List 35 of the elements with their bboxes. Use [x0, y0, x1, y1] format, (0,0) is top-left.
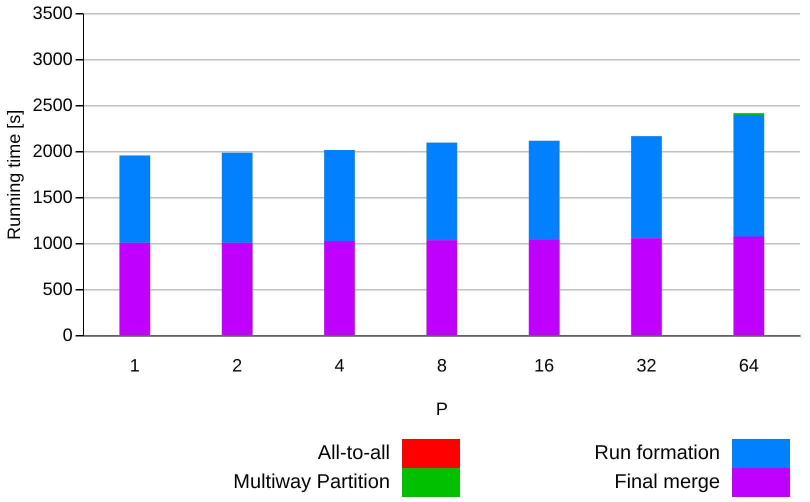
x-tick-label: 16: [534, 356, 554, 376]
bar: [119, 242, 150, 336]
bar: [733, 236, 764, 336]
x-tick-label: 32: [636, 356, 657, 376]
legend-label: Run formation: [594, 442, 720, 465]
y-tick-label: 2500: [32, 94, 73, 115]
bar: [733, 115, 764, 236]
y-tick-label: 500: [42, 278, 73, 299]
y-tick-label: 0: [62, 324, 73, 345]
legend-label: Multiway Partition: [233, 471, 390, 494]
x-tick-label: 8: [436, 356, 447, 376]
bar: [528, 140, 560, 240]
bar: [426, 142, 458, 240]
y-axis-title: Running time [s]: [4, 110, 24, 240]
x-tick-label: 4: [334, 356, 344, 376]
bar: [426, 240, 458, 336]
x-tick-label: 1: [130, 356, 140, 376]
y-tick-label: 2000: [32, 140, 73, 161]
bar: [528, 239, 560, 336]
bar: [222, 152, 252, 243]
bar: [119, 155, 150, 243]
x-tick-label: 64: [738, 356, 759, 376]
bar: [324, 150, 355, 242]
bar: [631, 136, 662, 238]
y-tick-label: 1000: [32, 232, 73, 253]
y-tick-label: 3500: [32, 2, 73, 23]
x-axis-title: P: [436, 399, 448, 420]
y-tick-label: 3000: [32, 48, 73, 69]
x-tick-label: 2: [232, 356, 242, 376]
bar: [324, 241, 355, 336]
legend-label: Final merge: [614, 471, 720, 494]
bar: [222, 242, 252, 336]
y-tick-label: 1500: [32, 186, 73, 207]
bar: [631, 238, 662, 336]
legend-label: All-to-all: [318, 442, 390, 465]
